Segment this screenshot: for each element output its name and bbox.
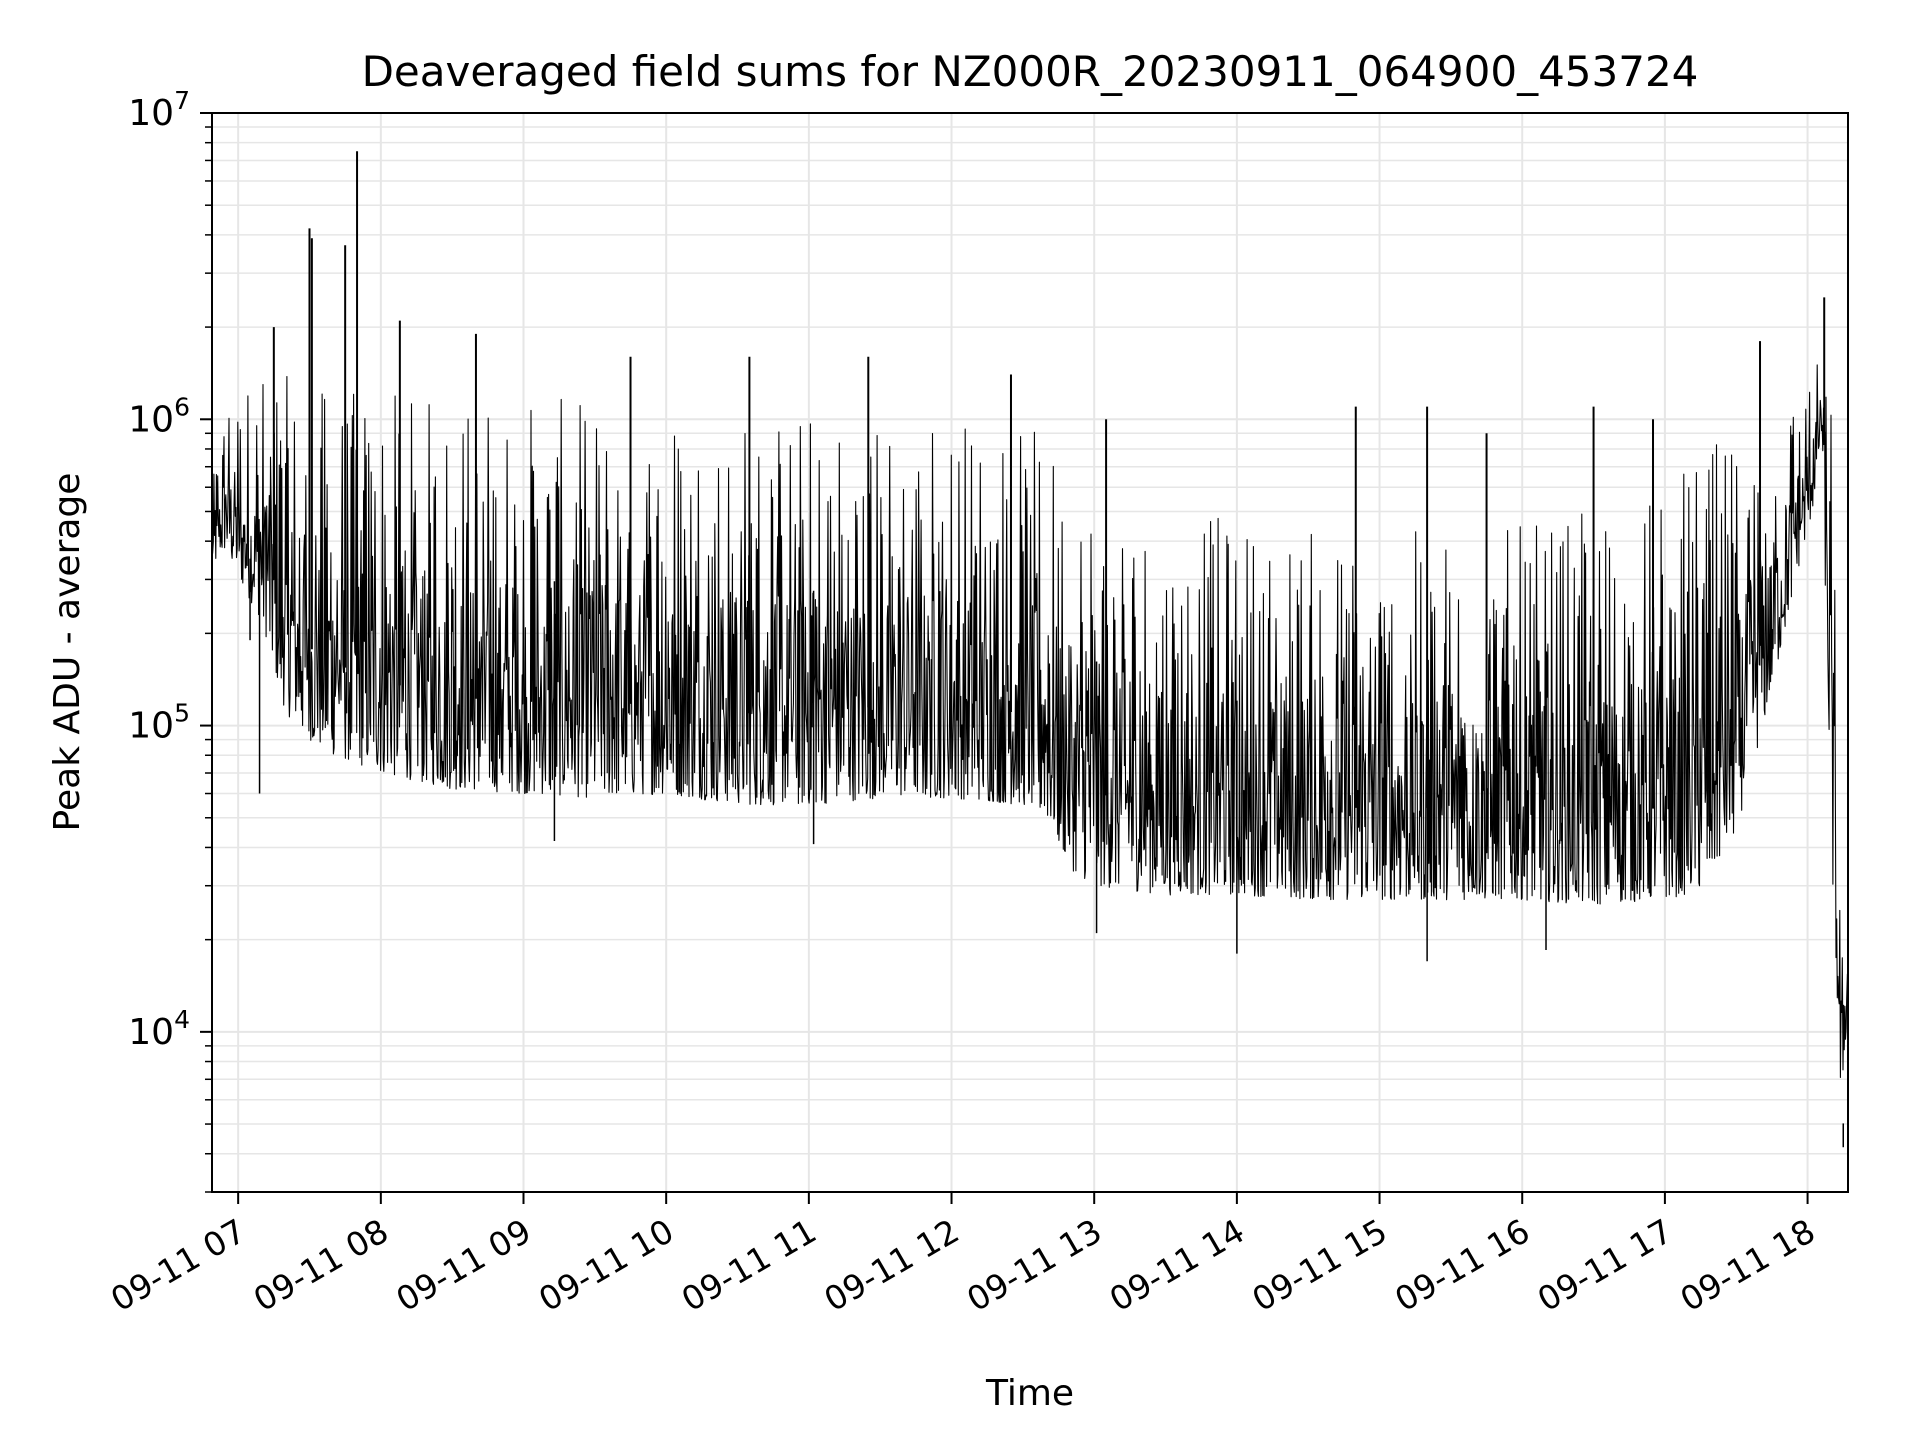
- y-tick-label: 107: [128, 86, 190, 134]
- series-line: [211, 364, 1849, 1079]
- y-tick-label: 104: [128, 1005, 190, 1053]
- data-series: [211, 151, 1849, 1148]
- y-axis-label: Peak ADU - average: [47, 473, 88, 832]
- y-tick-label: 106: [128, 392, 190, 440]
- chart-title: Deaveraged field sums for NZ000R_2023091…: [362, 47, 1699, 96]
- grid-lines: [212, 112, 1848, 1193]
- y-axis: 104 105 106 107: [128, 86, 212, 1193]
- plot-frame: [211, 112, 1849, 1193]
- x-axis-label: Time: [985, 1373, 1074, 1414]
- y-tick-label: 105: [128, 699, 190, 747]
